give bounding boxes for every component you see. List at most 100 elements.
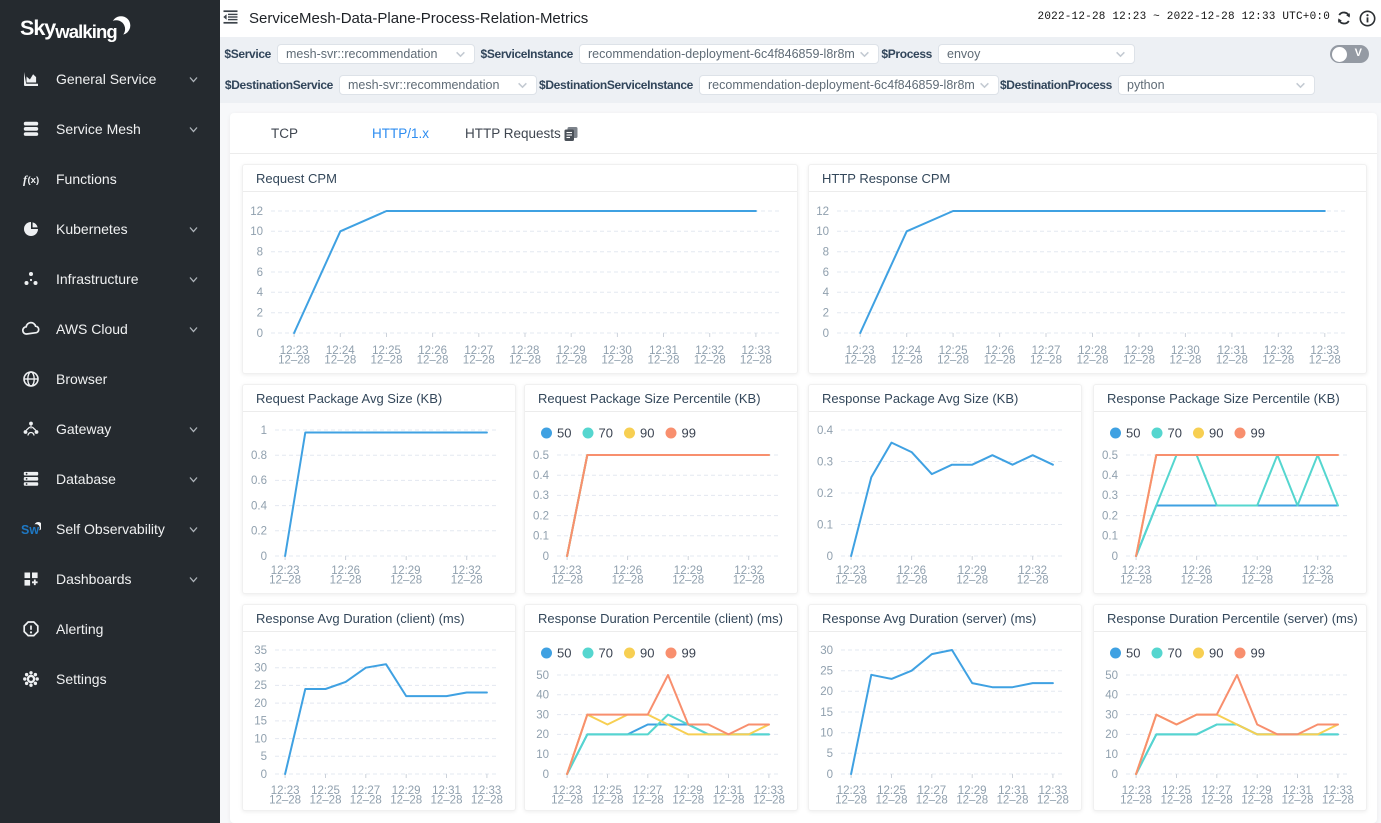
svg-text:6: 6 [823, 267, 829, 279]
svg-text:0.3: 0.3 [1102, 490, 1118, 502]
svg-text:12–28: 12–28 [269, 795, 301, 807]
svg-text:12:30: 12:30 [1171, 345, 1200, 357]
svg-text:40: 40 [1105, 690, 1118, 702]
svg-text:12–28: 12–28 [835, 795, 867, 807]
svg-text:12:23: 12:23 [553, 785, 582, 797]
svg-text:12:28: 12:28 [511, 345, 540, 357]
svg-text:12–28: 12–28 [984, 355, 1016, 367]
svg-text:12:33: 12:33 [742, 345, 771, 357]
svg-text:12–28: 12–28 [997, 795, 1029, 807]
svg-text:12:32: 12:32 [1264, 345, 1293, 357]
svg-text:0.4: 0.4 [251, 500, 268, 512]
svg-text:12–28: 12–28 [509, 355, 541, 367]
svg-text:12–28: 12–28 [451, 575, 483, 587]
svg-text:12–28: 12–28 [891, 355, 923, 367]
svg-text:12:25: 12:25 [593, 785, 622, 797]
svg-text:12:23: 12:23 [1122, 565, 1151, 577]
svg-text:0.4: 0.4 [533, 470, 550, 482]
svg-text:12:29: 12:29 [958, 785, 987, 797]
svg-text:12–28: 12–28 [1037, 795, 1069, 807]
svg-text:10: 10 [1105, 749, 1118, 761]
svg-text:12:26: 12:26 [613, 565, 642, 577]
svg-text:12:28: 12:28 [1078, 345, 1107, 357]
svg-text:12:23: 12:23 [553, 565, 582, 577]
svg-text:0.1: 0.1 [533, 531, 549, 543]
svg-text:12:23: 12:23 [1122, 785, 1151, 797]
svg-text:12:25: 12:25 [311, 785, 340, 797]
svg-text:12–28: 12–28 [1241, 795, 1273, 807]
svg-text:12–28: 12–28 [1181, 575, 1213, 587]
svg-text:70: 70 [1168, 426, 1182, 441]
svg-text:12:29: 12:29 [392, 565, 421, 577]
svg-text:50: 50 [557, 646, 571, 661]
svg-text:12:29: 12:29 [674, 785, 703, 797]
svg-text:0: 0 [1112, 769, 1118, 781]
svg-text:12–28: 12–28 [371, 355, 403, 367]
svg-text:12–28: 12–28 [1309, 355, 1341, 367]
svg-text:20: 20 [820, 686, 833, 698]
svg-text:0.3: 0.3 [533, 490, 549, 502]
svg-text:25: 25 [820, 666, 833, 678]
svg-text:12–28: 12–28 [310, 795, 342, 807]
svg-text:0.2: 0.2 [817, 488, 833, 500]
svg-text:0: 0 [1112, 551, 1118, 563]
svg-text:50: 50 [1105, 670, 1118, 682]
svg-text:12–28: 12–28 [1120, 795, 1152, 807]
svg-text:5: 5 [261, 751, 267, 763]
svg-text:12–28: 12–28 [1077, 355, 1109, 367]
svg-text:30: 30 [1105, 709, 1118, 721]
svg-text:12:31: 12:31 [1283, 785, 1312, 797]
svg-text:4: 4 [823, 287, 830, 299]
svg-text:12–28: 12–28 [330, 575, 362, 587]
svg-text:8: 8 [257, 247, 263, 259]
svg-text:50: 50 [1126, 646, 1140, 661]
svg-text:12–28: 12–28 [551, 575, 583, 587]
svg-text:12:27: 12:27 [464, 345, 493, 357]
svg-text:12–28: 12–28 [844, 355, 876, 367]
svg-text:0.1: 0.1 [817, 519, 833, 531]
svg-text:10: 10 [254, 733, 267, 745]
svg-text:12:29: 12:29 [958, 565, 987, 577]
svg-text:12–28: 12–28 [956, 575, 988, 587]
svg-text:f: f [23, 173, 28, 187]
svg-text:0: 0 [543, 769, 549, 781]
svg-text:12–28: 12–28 [417, 355, 449, 367]
svg-text:12–28: 12–28 [390, 575, 422, 587]
svg-text:15: 15 [254, 716, 267, 728]
svg-text:12–28: 12–28 [1123, 355, 1155, 367]
svg-text:0: 0 [257, 328, 263, 340]
svg-text:12–28: 12–28 [350, 795, 382, 807]
svg-text:90: 90 [640, 646, 654, 661]
svg-text:99: 99 [1251, 646, 1265, 661]
svg-text:12:29: 12:29 [1125, 345, 1154, 357]
svg-text:90: 90 [1209, 646, 1223, 661]
svg-text:12: 12 [816, 206, 829, 218]
svg-text:12–28: 12–28 [1201, 795, 1233, 807]
svg-text:12–28: 12–28 [753, 795, 785, 807]
svg-text:12:31: 12:31 [714, 785, 743, 797]
svg-text:10: 10 [536, 749, 549, 761]
svg-text:0.5: 0.5 [533, 450, 549, 462]
svg-text:12–28: 12–28 [937, 355, 969, 367]
svg-text:12:32: 12:32 [734, 565, 763, 577]
svg-text:12–28: 12–28 [1282, 795, 1314, 807]
svg-text:12:33: 12:33 [1310, 345, 1339, 357]
svg-text:99: 99 [682, 426, 696, 441]
svg-text:0: 0 [827, 769, 833, 781]
svg-text:12–28: 12–28 [1241, 575, 1273, 587]
svg-text:12: 12 [250, 206, 263, 218]
svg-text:12:33: 12:33 [473, 785, 502, 797]
svg-text:2: 2 [257, 308, 263, 320]
svg-text:12–28: 12–28 [1216, 355, 1248, 367]
svg-text:12–28: 12–28 [916, 795, 948, 807]
svg-text:12:23: 12:23 [271, 785, 300, 797]
svg-text:12:27: 12:27 [917, 785, 946, 797]
svg-text:50: 50 [1126, 426, 1140, 441]
svg-text:12–28: 12–28 [1120, 575, 1152, 587]
svg-text:12–28: 12–28 [555, 355, 587, 367]
svg-text:12–28: 12–28 [390, 795, 422, 807]
svg-text:12–28: 12–28 [471, 795, 503, 807]
svg-text:0.2: 0.2 [251, 526, 267, 538]
svg-text:12–28: 12–28 [740, 355, 772, 367]
svg-text:12:25: 12:25 [372, 345, 401, 357]
